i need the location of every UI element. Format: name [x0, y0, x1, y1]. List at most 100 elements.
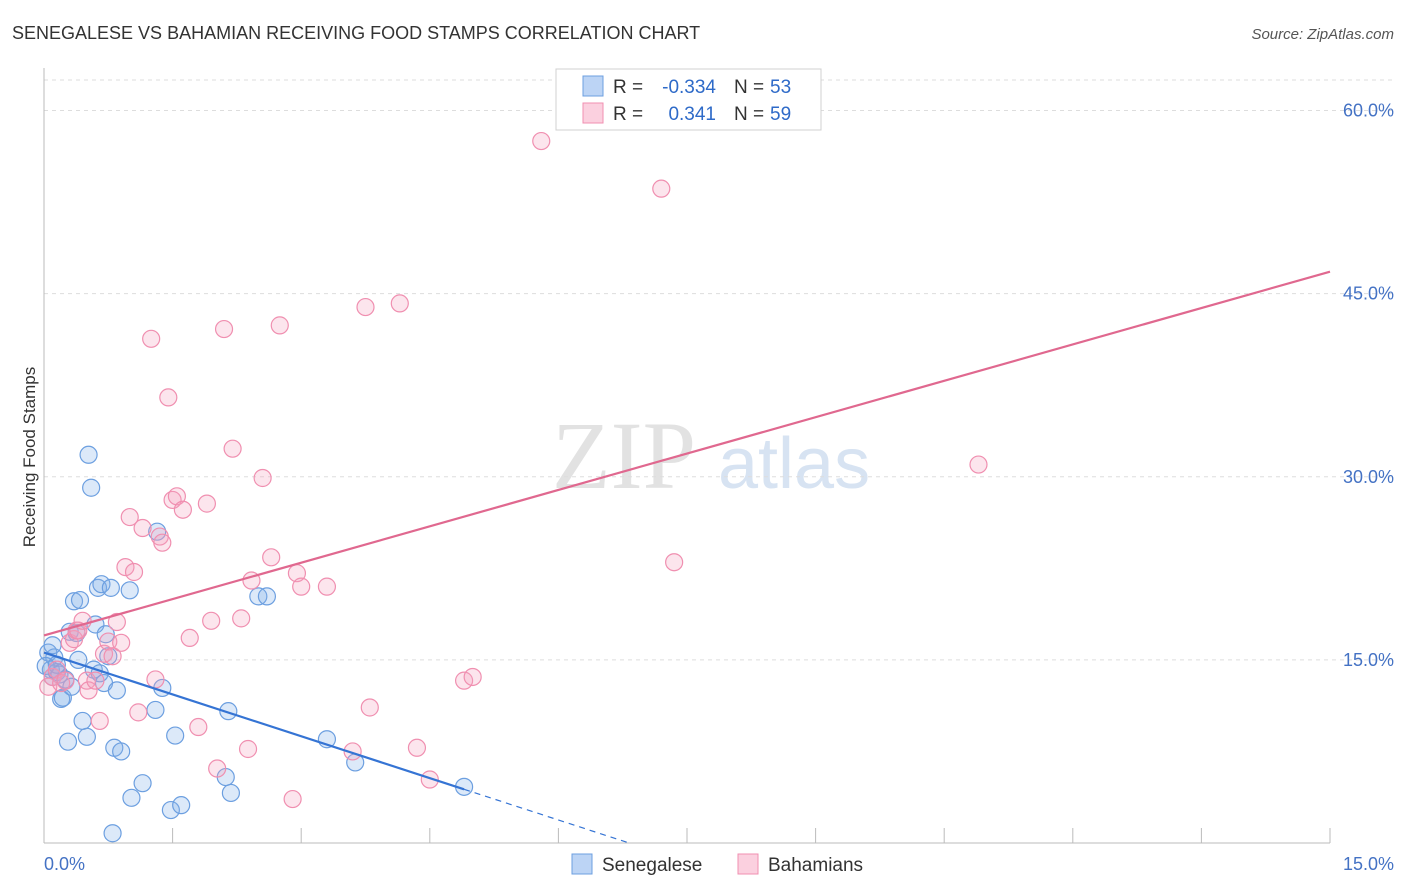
bahamians-point	[665, 553, 684, 572]
trendlines	[43, 270, 1331, 844]
stats-legend: R = -0.334 N = 53 R = 0.341 N = 59	[555, 68, 822, 131]
y-tick-label: 30.0%	[1343, 467, 1394, 487]
legend-senegalese-swatch	[571, 853, 593, 875]
bahamians-point	[343, 742, 362, 761]
senegalese-point	[219, 702, 238, 721]
bahamians-point	[124, 562, 144, 582]
bahamians-point	[86, 671, 105, 690]
senegalese-point	[107, 681, 126, 700]
bahamians-point	[99, 632, 118, 651]
y-tick-label: 15.0%	[1343, 650, 1394, 670]
senegalese-point	[148, 522, 167, 541]
senegalese-r-value: -0.334	[662, 77, 716, 98]
bahamians-r-value: 0.341	[668, 104, 716, 125]
bahamians-point	[283, 789, 302, 809]
bahamians-point	[407, 738, 427, 757]
senegalese-point	[92, 575, 111, 594]
legend-bahamians-swatch	[737, 853, 759, 875]
bahamians-point	[103, 647, 122, 666]
senegalese-trendline	[43, 651, 465, 791]
watermark: ZIP atlas	[552, 402, 870, 509]
bahamians-point	[652, 179, 671, 198]
bahamians-point	[129, 703, 148, 722]
bahamians-point	[262, 548, 281, 567]
senegalese-point	[172, 796, 191, 815]
bahamians-n-label: N =	[734, 104, 764, 125]
senegalese-point	[112, 742, 131, 761]
bahamians-trendline	[43, 270, 1331, 637]
bahamians-point	[270, 316, 289, 335]
bahamians-point	[238, 739, 258, 759]
bahamians-point	[167, 487, 186, 506]
chart-source: Source: ZipAtlas.com	[1251, 26, 1394, 43]
bahamians-point	[153, 533, 172, 552]
y-tick-labels: 15.0% 30.0% 45.0% 60.0%	[1343, 101, 1394, 670]
bahamians-point	[253, 468, 272, 488]
senegalese-point	[146, 700, 165, 720]
watermark-atlas: atlas	[718, 424, 870, 504]
watermark-zip: ZIP	[552, 402, 696, 509]
bahamians-point	[133, 518, 152, 538]
legend-bahamians-label: Bahamians	[768, 855, 863, 876]
senegalese-swatch	[582, 75, 604, 97]
senegalese-point	[82, 478, 101, 497]
senegalese-point	[133, 774, 152, 793]
senegalese-point	[120, 581, 139, 600]
bahamians-point	[356, 297, 375, 317]
y-axis-label: Receiving Food Stamps	[20, 367, 39, 547]
senegalese-point	[257, 587, 277, 606]
bahamians-point	[56, 671, 75, 690]
bahamians-point	[90, 711, 109, 731]
senegalese-point	[70, 590, 90, 610]
bahamians-point	[197, 494, 216, 513]
bahamians-point	[214, 319, 234, 339]
bahamians-point	[142, 329, 161, 348]
senegalese-point	[77, 727, 96, 746]
senegalese-point	[79, 445, 98, 464]
bahamians-point	[232, 609, 251, 628]
bahamians-point	[173, 500, 192, 519]
series-legend: Senegalese Bahamians	[571, 853, 863, 876]
senegalese-point	[96, 625, 115, 644]
x-tick-label-max: 15.0%	[1343, 854, 1394, 874]
bahamians-swatch	[582, 102, 604, 124]
senegalese-point	[103, 824, 122, 843]
bahamians-point	[116, 557, 135, 577]
bahamians-point	[969, 455, 988, 474]
bahamians-point	[189, 717, 208, 737]
senegalese-point	[166, 726, 185, 745]
bahamians-point	[223, 439, 242, 458]
senegalese-point	[161, 800, 180, 820]
senegalese-trendline-extension	[463, 788, 630, 844]
legend-senegalese-label: Senegalese	[602, 855, 702, 876]
bahamians-point	[112, 633, 131, 652]
bahamians-point	[317, 577, 337, 596]
bahamians-point	[202, 611, 221, 630]
bahamians-point	[79, 681, 98, 700]
bahamians-point	[292, 577, 311, 596]
senegalese-point	[43, 636, 62, 655]
bahamians-point	[146, 670, 165, 689]
chart-title: SENEGALESE VS BAHAMIAN RECEIVING FOOD ST…	[12, 23, 700, 43]
x-tick-label-min: 0.0%	[44, 854, 85, 874]
bahamians-point	[180, 628, 199, 648]
senegalese-n-value: 53	[770, 77, 791, 98]
bahamians-r-label: R =	[613, 104, 643, 125]
bahamians-n-value: 59	[770, 104, 791, 125]
senegalese-point	[58, 732, 78, 751]
bahamians-point	[120, 507, 139, 527]
bahamians-point	[159, 388, 178, 407]
bahamians-point	[107, 612, 126, 632]
senegalese-point	[221, 783, 240, 803]
y-tick-label: 60.0%	[1343, 101, 1394, 121]
bahamians-point	[532, 131, 551, 151]
axes	[43, 68, 1331, 844]
senegalese-point	[73, 711, 92, 731]
senegalese-r-label: R =	[613, 77, 643, 98]
senegalese-point	[64, 592, 84, 611]
bahamians-point	[390, 294, 409, 313]
bahamians-point	[420, 770, 439, 789]
bahamians-point	[463, 667, 482, 687]
senegalese-n-label: N =	[734, 77, 764, 98]
